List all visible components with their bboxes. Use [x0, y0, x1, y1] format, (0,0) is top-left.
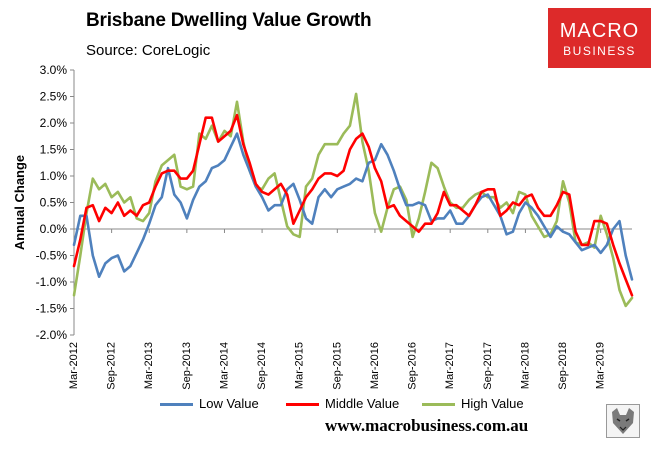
- chart-axes: [70, 69, 632, 336]
- legend-label: Middle Value: [325, 396, 400, 411]
- series-line-high-value: [72, 92, 634, 308]
- y-tick-label: 1.5%: [40, 143, 68, 157]
- series-line-low-value: [72, 132, 634, 281]
- y-tick-label: 2.5%: [40, 90, 68, 104]
- x-tick-label: Mar-2018: [519, 342, 531, 389]
- y-tick-label: -0.5%: [36, 249, 68, 263]
- x-tick-label: Mar-2012: [68, 342, 80, 389]
- x-tick-label: Mar-2014: [218, 342, 230, 389]
- macro-business-logo: MACRO BUSINESS: [548, 8, 651, 68]
- y-tick-label: 0.5%: [40, 196, 68, 210]
- y-tick-label: -1.5%: [36, 302, 68, 316]
- legend-item: Low Value: [160, 396, 259, 411]
- x-tick-label: Sep-2016: [407, 342, 419, 390]
- legend-item: High Value: [422, 396, 524, 411]
- x-tick-label: Mar-2013: [143, 342, 155, 389]
- wolf-icon: [606, 404, 640, 438]
- y-tick-label: 0.0%: [40, 222, 68, 236]
- x-tick-label: Sep-2013: [181, 342, 193, 390]
- legend-label: High Value: [461, 396, 524, 411]
- logo-text-top: MACRO: [559, 20, 640, 42]
- y-axis-label: Annual Change: [12, 155, 27, 250]
- y-tick-label: 3.0%: [40, 63, 68, 77]
- x-tick-label: Sep-2015: [331, 342, 343, 390]
- chart-title: Brisbane Dwelling Value Growth: [86, 10, 372, 31]
- x-tick-label: Sep-2012: [106, 342, 118, 390]
- legend-swatch: [422, 403, 455, 407]
- x-tick-label: Mar-2019: [595, 342, 607, 389]
- chart-subtitle: Source: CoreLogic: [86, 42, 211, 59]
- y-tick-label: -2.0%: [36, 328, 68, 342]
- website-url: www.macrobusiness.com.au: [325, 416, 529, 435]
- x-tick-label: Mar-2017: [444, 342, 456, 389]
- chart-series: [72, 92, 634, 308]
- legend-swatch: [286, 403, 319, 407]
- logo-text-bottom: BUSINESS: [563, 44, 636, 58]
- legend-label: Low Value: [199, 396, 259, 411]
- x-tick-label: Sep-2014: [256, 342, 268, 390]
- legend-swatch: [160, 403, 193, 407]
- line-chart: 3.0% 2.5% 2.0% 1.5% 1.0% 0.5% 0.0% -0.5% -1.0% -1…: [12, 63, 634, 390]
- y-tick-label: -1.0%: [36, 275, 68, 289]
- x-tick-label: Mar-2015: [294, 342, 306, 389]
- y-tick-label: 2.0%: [40, 116, 68, 130]
- x-tick-label: Mar-2016: [369, 342, 381, 389]
- series-line-middle-value: [72, 113, 634, 297]
- chart-tick-labels: 3.0% 2.5% 2.0% 1.5% 1.0% 0.5% 0.0% -0.5% -1.0% -1…: [12, 63, 607, 390]
- x-tick-label: Sep-2017: [482, 342, 494, 390]
- legend-item: Middle Value: [286, 396, 399, 411]
- x-tick-label: Sep-2018: [557, 342, 569, 390]
- y-tick-label: 1.0%: [40, 169, 68, 183]
